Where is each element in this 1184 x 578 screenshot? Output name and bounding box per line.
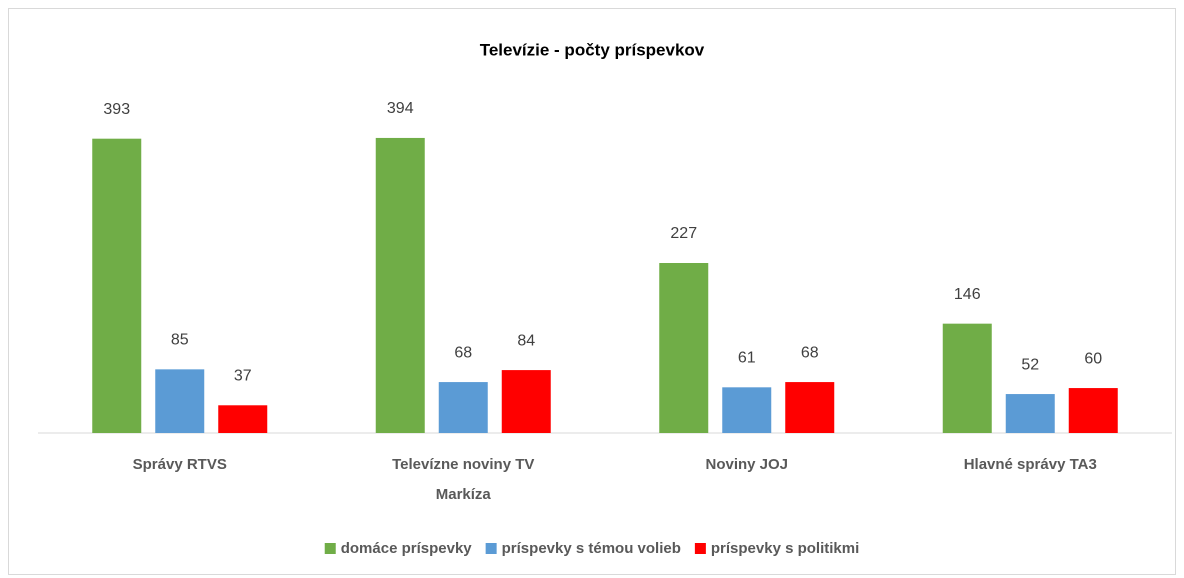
x-tick-label: Noviny JOJ	[705, 456, 788, 473]
bar	[942, 323, 992, 433]
bar	[501, 370, 551, 433]
bar	[659, 263, 709, 433]
data-label: 52	[1021, 356, 1039, 373]
chart-title: Televízie - počty príspevkov	[480, 40, 705, 59]
legend-swatch	[694, 543, 706, 554]
data-label: 61	[738, 350, 756, 367]
bar	[722, 387, 772, 433]
bar	[375, 137, 425, 433]
bar	[1005, 394, 1055, 433]
data-label: 394	[387, 100, 414, 117]
data-label: 146	[954, 286, 981, 303]
data-label: 68	[801, 344, 819, 361]
x-tick-label: Hlavné správy TA3	[964, 456, 1097, 473]
legend-label: príspevky s politikmi	[711, 540, 859, 557]
legend-label: príspevky s témou volieb	[502, 540, 681, 557]
data-label: 60	[1084, 350, 1102, 367]
legend-label: domáce príspevky	[341, 540, 473, 557]
data-label: 393	[103, 101, 130, 118]
chart-border	[8, 8, 1176, 575]
data-label: 227	[670, 225, 697, 242]
bar	[155, 369, 205, 433]
data-label: 68	[454, 344, 472, 361]
data-label: 37	[234, 368, 252, 385]
legend-swatch	[324, 543, 336, 554]
bar	[438, 382, 488, 433]
legend-swatch	[485, 543, 497, 554]
x-tick-label: Správy RTVS	[133, 456, 227, 473]
bar	[1068, 388, 1118, 433]
data-label: 85	[171, 332, 189, 349]
bar	[785, 382, 835, 433]
bar	[92, 138, 142, 434]
bar	[218, 405, 268, 433]
data-label: 84	[517, 332, 535, 349]
x-tick-label: Televízne noviny TV Markíza	[392, 456, 534, 503]
